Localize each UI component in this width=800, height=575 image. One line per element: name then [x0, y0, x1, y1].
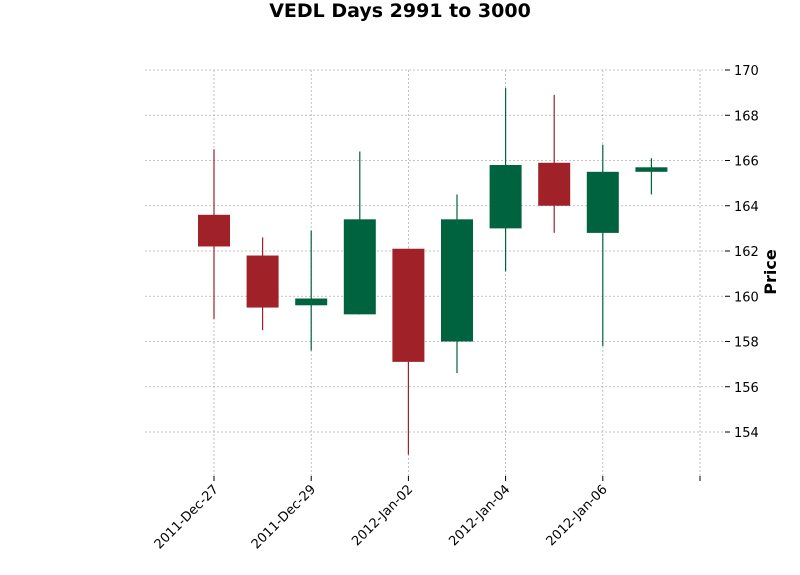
candle-body — [295, 298, 328, 306]
x-tick-label: 2011-Dec-29 — [249, 482, 319, 552]
y-tick-label: 154 — [734, 426, 759, 441]
y-tick-label: 158 — [734, 336, 759, 351]
y-tick-label: 170 — [734, 64, 759, 79]
grid-layer — [145, 69, 725, 476]
candle-layer — [198, 88, 668, 455]
candle-body — [441, 219, 473, 342]
y-tick-label: 168 — [734, 109, 759, 124]
chart-title: VEDL Days 2991 to 3000 — [269, 0, 531, 22]
candle-body — [198, 214, 230, 247]
y-tick-label: 160 — [734, 290, 759, 305]
y-tick-label: 166 — [734, 155, 759, 170]
candle-body — [489, 165, 522, 229]
candle-body — [586, 171, 619, 233]
y-axis-label: Price — [761, 249, 780, 295]
candle-body — [392, 248, 425, 362]
candle-body — [635, 167, 668, 172]
x-tick-label: 2012-Jan-02 — [349, 482, 416, 549]
x-tick-label: 2011-Dec-27 — [152, 482, 222, 552]
y-tick-label: 156 — [734, 381, 759, 396]
y-tick-label: 162 — [734, 245, 759, 260]
candle-body — [246, 255, 279, 308]
x-tick-label: 2012-Jan-04 — [446, 482, 513, 549]
candle-body — [538, 162, 571, 206]
candle-body — [343, 219, 376, 315]
y-tick-label: 164 — [734, 200, 759, 215]
x-tick-label: 2012-Jan-06 — [544, 482, 611, 549]
